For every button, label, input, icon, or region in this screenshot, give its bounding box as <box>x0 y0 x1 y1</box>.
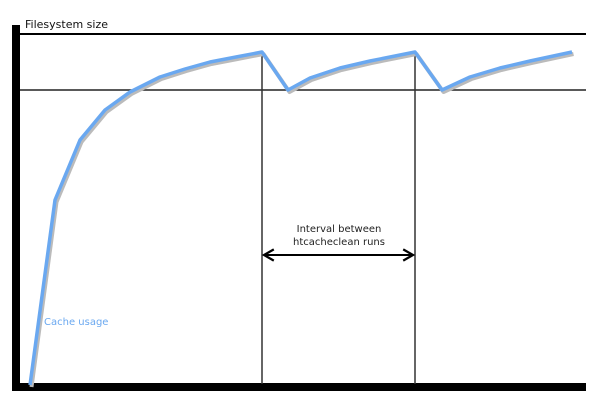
interval-label-line2: htcacheclean runs <box>293 237 385 248</box>
interval-label-line1: Interval between <box>297 224 382 235</box>
cache-usage-curve <box>28 50 573 386</box>
y-axis <box>12 25 20 391</box>
curve-label: Cache usage <box>44 317 108 328</box>
x-axis <box>12 383 586 391</box>
y-axis-label: Filesystem size <box>25 18 108 31</box>
